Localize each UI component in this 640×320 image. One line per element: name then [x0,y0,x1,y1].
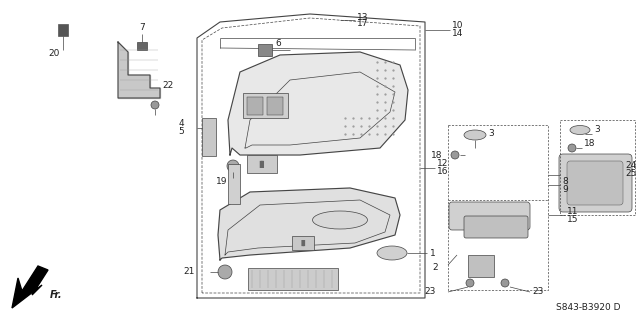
Text: 9: 9 [562,185,568,194]
Bar [258,44,272,56]
Bar [247,155,277,173]
FancyBboxPatch shape [449,202,530,230]
Bar [137,42,147,50]
Polygon shape [118,42,160,98]
Text: 18: 18 [431,150,442,159]
Text: 11: 11 [567,206,579,215]
Circle shape [451,151,459,159]
Bar [248,268,338,290]
Text: 7: 7 [139,23,145,33]
Circle shape [218,265,232,279]
Text: 6: 6 [275,39,281,49]
Circle shape [568,144,576,152]
Text: 19: 19 [216,178,228,187]
Ellipse shape [312,211,367,229]
Text: 16: 16 [437,167,449,177]
Polygon shape [12,266,48,308]
Text: 25: 25 [626,169,637,178]
Ellipse shape [464,130,486,140]
Text: 3: 3 [488,129,493,138]
Text: 14: 14 [452,29,463,38]
Text: 1: 1 [430,249,436,258]
Text: 5: 5 [179,127,184,137]
FancyBboxPatch shape [559,154,632,212]
Circle shape [227,160,239,172]
Text: ▐▌: ▐▌ [298,240,308,246]
Bar [247,97,263,115]
Polygon shape [218,188,400,260]
Text: 17: 17 [357,19,369,28]
Text: 8: 8 [562,177,568,186]
Text: 3: 3 [594,125,600,134]
Text: ▐▌: ▐▌ [257,160,268,168]
Text: 12: 12 [437,159,449,169]
Circle shape [501,279,509,287]
Text: Fr.: Fr. [50,290,63,300]
Bar [292,236,314,250]
Text: 23: 23 [532,287,543,297]
Text: 13: 13 [357,12,369,21]
Text: 10: 10 [452,21,463,30]
Text: 18: 18 [584,140,595,148]
Text: 21: 21 [184,268,195,276]
Polygon shape [228,52,408,155]
Text: S843-B3920 D: S843-B3920 D [556,303,620,312]
Text: 20: 20 [48,50,60,59]
Circle shape [466,279,474,287]
Text: 15: 15 [567,214,579,223]
FancyBboxPatch shape [567,161,623,205]
Bar [468,255,494,277]
Bar [243,93,288,118]
Bar [228,164,240,204]
Ellipse shape [377,246,407,260]
Text: 24: 24 [626,161,637,170]
Bar [267,97,283,115]
Bar [560,120,635,215]
Text: 22: 22 [162,81,173,90]
FancyBboxPatch shape [464,216,528,238]
Circle shape [151,101,159,109]
Text: 4: 4 [179,119,184,129]
Text: 2: 2 [433,263,438,273]
Bar [58,24,68,36]
Ellipse shape [570,125,590,134]
Bar [448,125,548,290]
Bar [202,118,216,156]
Text: 23: 23 [424,287,436,297]
